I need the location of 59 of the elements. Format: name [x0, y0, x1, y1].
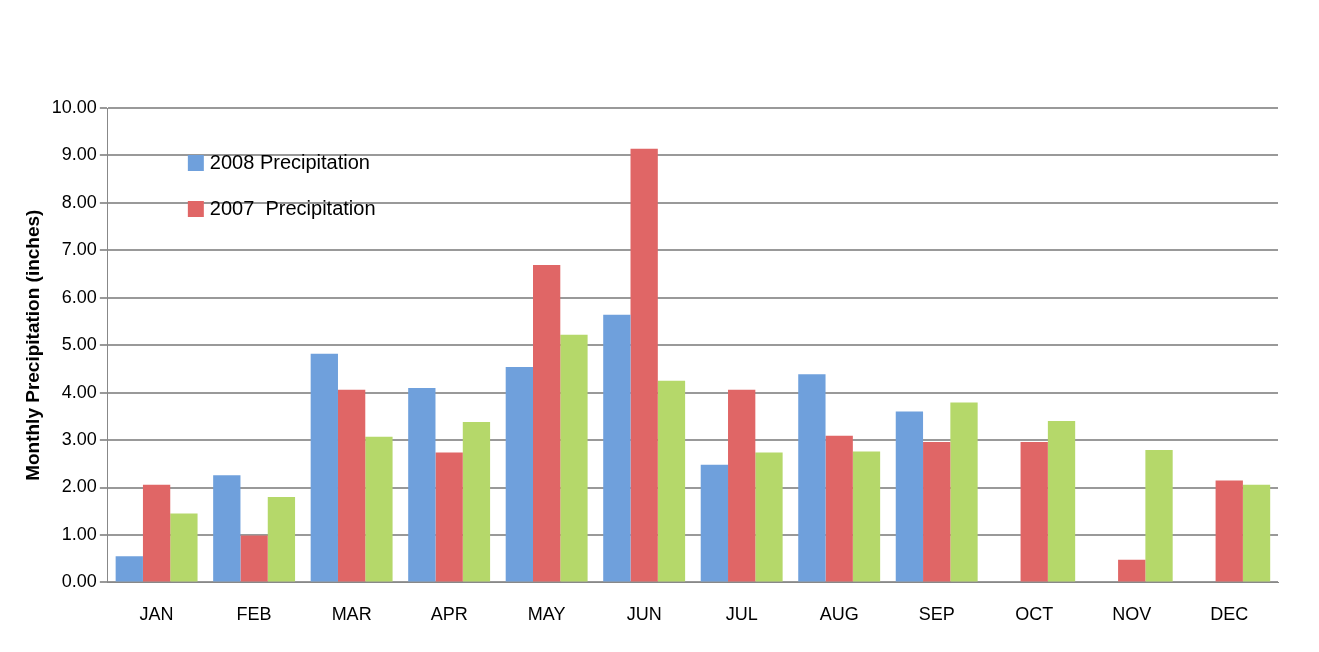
legend-label: 2007 Precipitation	[209, 196, 376, 219]
legend-label: 2008 Precipitation	[209, 150, 370, 173]
bar	[533, 265, 561, 582]
bar	[923, 441, 951, 582]
bar	[462, 422, 491, 582]
x-tick-label: JAN	[139, 604, 174, 625]
y-tick-label: 8.00	[61, 191, 97, 212]
y-tick-label: 0.00	[61, 571, 97, 592]
x-tick-label: SEP	[918, 604, 955, 625]
bar	[1118, 559, 1146, 582]
bar	[560, 334, 588, 582]
x-tick-label: APR	[430, 604, 468, 625]
bar	[505, 367, 533, 582]
x-tick-label: MAR	[331, 604, 372, 625]
bar	[337, 389, 366, 582]
bar	[408, 387, 436, 582]
y-axis-title: Monthly Precipitation (inches)	[21, 209, 43, 481]
bar	[435, 452, 463, 582]
bar	[115, 556, 143, 582]
x-tick-label: JUN	[626, 604, 662, 625]
x-tick-label: MAY	[527, 604, 566, 625]
x-tick-label: AUG	[819, 604, 859, 625]
y-tick-label: 1.00	[61, 523, 97, 544]
x-tick-label: NOV	[1112, 604, 1152, 625]
bar	[798, 374, 826, 582]
x-tick-label: DEC	[1210, 604, 1249, 625]
y-tick-label: 2.00	[61, 476, 97, 497]
x-tick-label: JUL	[725, 604, 758, 625]
bar	[603, 314, 631, 582]
bar	[755, 452, 783, 582]
bar	[728, 389, 756, 582]
x-tick-label: FEB	[236, 604, 272, 625]
bar	[1145, 450, 1173, 582]
bar	[657, 380, 686, 582]
bar	[213, 475, 241, 582]
bar	[1215, 480, 1243, 582]
y-tick-label: 6.00	[61, 286, 97, 307]
bar	[1020, 441, 1048, 582]
y-tick-label: 3.00	[61, 429, 97, 450]
bar	[310, 353, 338, 582]
bar	[950, 402, 978, 582]
bar	[895, 411, 924, 582]
bar	[240, 535, 268, 582]
bar	[1047, 421, 1076, 582]
bar	[825, 435, 853, 582]
y-tick-label: 10.00	[51, 96, 97, 117]
bar	[142, 484, 171, 582]
y-tick-label: 5.00	[61, 334, 97, 355]
y-tick-label: 7.00	[61, 239, 97, 260]
y-tick-label: 4.00	[61, 381, 97, 402]
bar	[700, 464, 729, 582]
bar	[1242, 484, 1271, 582]
bar	[170, 513, 198, 582]
bar	[267, 497, 296, 582]
bar	[852, 451, 881, 582]
y-tick-label: 9.00	[61, 144, 97, 165]
bar	[630, 148, 658, 582]
bar	[365, 436, 393, 582]
x-tick-label: OCT	[1015, 604, 1054, 625]
